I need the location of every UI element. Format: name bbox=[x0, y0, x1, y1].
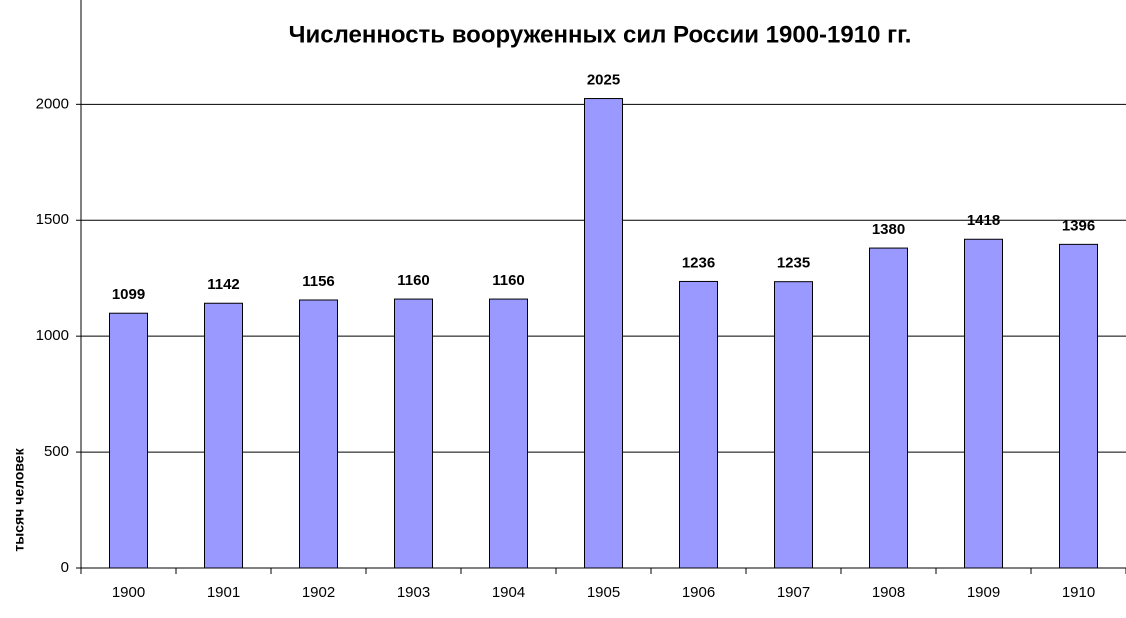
value-label: 1099 bbox=[112, 286, 145, 303]
value-label: 1160 bbox=[492, 272, 525, 289]
bar bbox=[584, 98, 623, 569]
bar bbox=[964, 238, 1003, 569]
x-tick-label: 1905 bbox=[587, 584, 620, 601]
value-label: 1236 bbox=[682, 254, 715, 271]
y-tick-label: 500 bbox=[44, 443, 69, 460]
chart-title: Численность вооруженных сил России 1900-… bbox=[289, 21, 912, 48]
x-tick-label: 1908 bbox=[872, 584, 905, 601]
y-axis-label: тысяч человек bbox=[11, 447, 27, 551]
x-tick-label: 1902 bbox=[302, 584, 335, 601]
x-tick-label: 1901 bbox=[207, 584, 240, 601]
bar bbox=[489, 298, 528, 569]
value-label: 1160 bbox=[397, 272, 430, 289]
value-label: 1156 bbox=[302, 273, 335, 290]
y-tick-label: 2000 bbox=[36, 95, 69, 112]
y-tick-label: 1000 bbox=[36, 327, 69, 344]
bar bbox=[299, 299, 338, 569]
value-label: 1418 bbox=[967, 212, 1000, 229]
x-tick-label: 1906 bbox=[682, 584, 715, 601]
bar bbox=[869, 247, 908, 569]
y-tick-label: 0 bbox=[61, 559, 69, 576]
bar bbox=[774, 281, 813, 569]
bar bbox=[109, 312, 148, 569]
value-label: 1235 bbox=[777, 255, 810, 272]
x-tick-label: 1907 bbox=[777, 584, 810, 601]
bar bbox=[204, 302, 243, 569]
x-tick-label: 1909 bbox=[967, 584, 1000, 601]
bar bbox=[679, 280, 718, 569]
y-tick-label: 1500 bbox=[36, 211, 69, 228]
x-tick-label: 1900 bbox=[112, 584, 145, 601]
value-label: 2025 bbox=[587, 71, 620, 88]
x-tick-label: 1910 bbox=[1062, 584, 1095, 601]
x-tick-label: 1903 bbox=[397, 584, 430, 601]
x-tick-label: 1904 bbox=[492, 584, 525, 601]
value-label: 1142 bbox=[207, 276, 240, 293]
value-label: 1380 bbox=[872, 221, 905, 238]
bar bbox=[394, 298, 433, 569]
value-label: 1396 bbox=[1062, 217, 1095, 234]
bar bbox=[1059, 243, 1098, 569]
